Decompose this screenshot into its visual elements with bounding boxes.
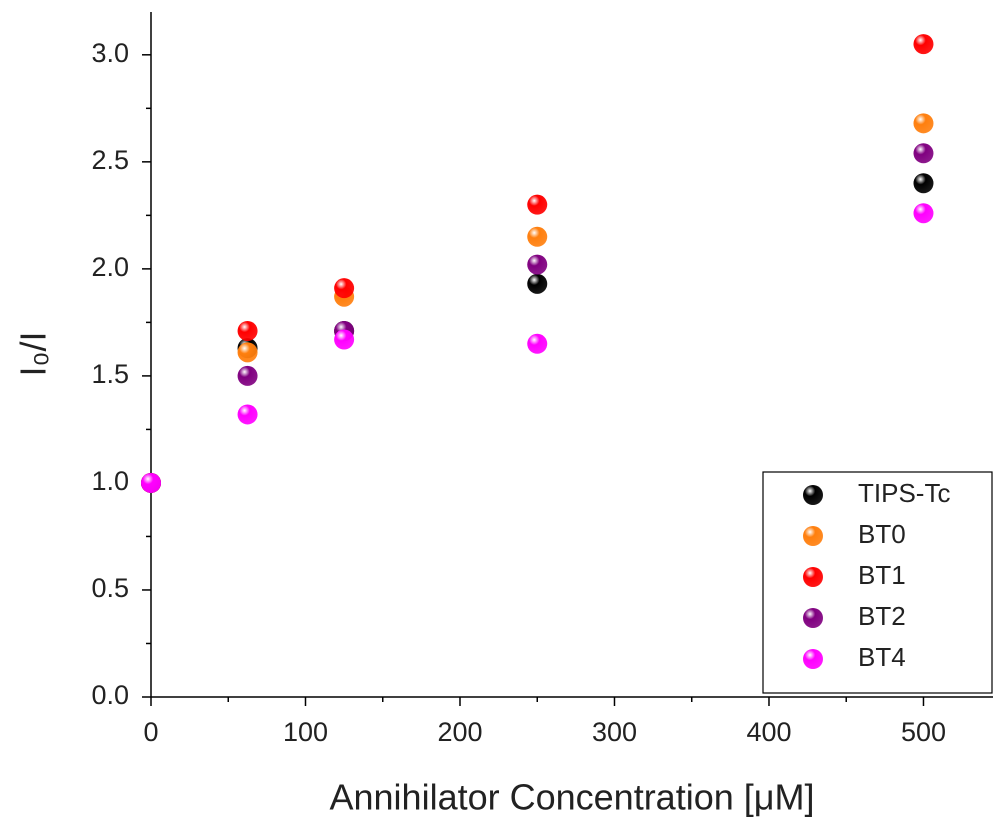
x-tick-label: 400 <box>746 717 791 747</box>
legend-marker <box>803 649 823 669</box>
x-tick-label: 500 <box>901 717 946 747</box>
x-tick-label: 300 <box>592 717 637 747</box>
legend-label: BT2 <box>858 601 906 631</box>
y-tick-label: 0.5 <box>91 573 129 603</box>
point <box>334 278 355 299</box>
legend-marker <box>803 567 823 587</box>
legend-marker <box>803 485 823 505</box>
y-axis-title: I₀/I <box>13 332 54 377</box>
legend-label: BT0 <box>858 519 906 549</box>
point <box>237 320 258 341</box>
legend-marker <box>803 526 823 546</box>
y-tick-label: 1.5 <box>91 359 129 389</box>
x-tick-label: 0 <box>143 717 158 747</box>
point <box>913 143 934 164</box>
legend-label: BT4 <box>858 642 906 672</box>
point <box>237 342 258 363</box>
point <box>913 113 934 134</box>
point <box>237 404 258 425</box>
legend-label: BT1 <box>858 560 906 590</box>
legend-label: TIPS-Tc <box>858 478 950 508</box>
point <box>527 333 548 354</box>
x-axis-title: Annihilator Concentration [μM] <box>330 777 815 818</box>
point <box>913 203 934 224</box>
point <box>913 173 934 194</box>
legend-marker <box>803 608 823 628</box>
y-tick-label: 1.0 <box>91 466 129 496</box>
point <box>527 226 548 247</box>
point <box>141 472 161 493</box>
y-tick-label: 0.0 <box>91 680 129 710</box>
x-tick-label: 200 <box>437 717 482 747</box>
y-tick-label: 2.0 <box>91 252 129 282</box>
point <box>913 34 934 55</box>
point <box>527 273 548 294</box>
y-tick-label: 2.5 <box>91 145 129 175</box>
x-tick-label: 100 <box>283 717 328 747</box>
legend-box <box>762 471 993 694</box>
point <box>237 365 258 386</box>
point <box>527 254 548 275</box>
point <box>527 194 548 215</box>
point <box>334 329 355 350</box>
y-tick-label: 3.0 <box>91 38 129 68</box>
